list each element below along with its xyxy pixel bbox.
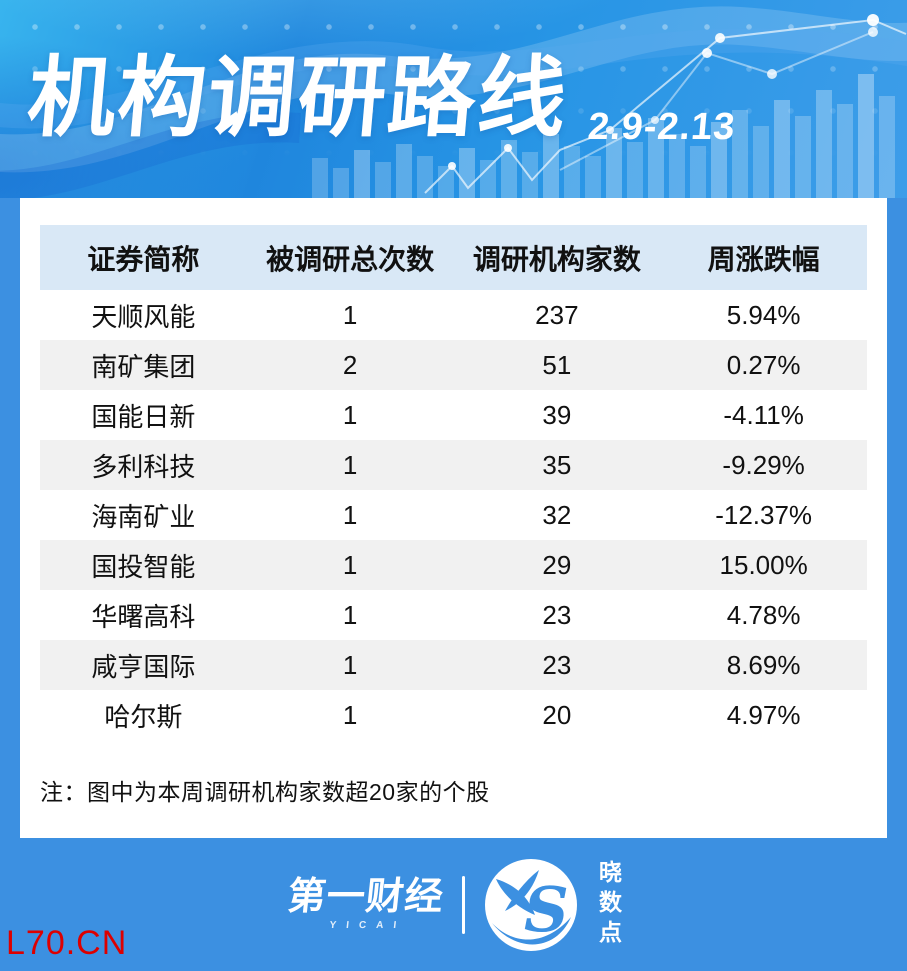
institution-count: 32	[542, 499, 572, 530]
dots-pattern	[0, 0, 907, 160]
institution-count: 29	[542, 549, 572, 580]
institution-count: 237	[535, 299, 579, 330]
weekly-change: -9.29%	[722, 449, 805, 480]
institution-count: 35	[542, 449, 572, 480]
stock-name: 国能日新	[91, 401, 196, 432]
xiaoshudian-icon: S	[484, 858, 577, 951]
stock-name: 南矿集团	[91, 351, 196, 382]
svg-text:S: S	[524, 873, 569, 946]
xiaoshudian-label: 晓数点	[595, 859, 622, 950]
watermark: L70.CN	[6, 924, 128, 962]
stock-name: 多利科技	[91, 451, 196, 482]
research-times: 1	[342, 299, 358, 330]
decor-line-chart	[424, 14, 907, 194]
table-row: 国能日新 1 39 -4.11%	[40, 390, 867, 440]
table-body: 天顺风能 1 237 5.94% 南矿集团 2 51 0.27% 国能日新 1 39 -4.11% 多利…	[40, 290, 867, 740]
table-row: 咸亨国际 1 23 8.69%	[40, 640, 867, 690]
table-row: 哈尔斯 1 20 4.97%	[40, 690, 867, 740]
research-table: 证券简称 被调研总次数 调研机构家数 周涨跌幅 天顺风能 1 237 5.94% 南矿集…	[40, 225, 867, 740]
footer: 第一财经 YICAI S 晓数点	[0, 838, 907, 971]
table-row: 天顺风能 1 237 5.94%	[40, 290, 867, 340]
decor-chart	[0, 6, 907, 198]
weekly-change: -12.37%	[715, 499, 813, 530]
stock-name: 哈尔斯	[104, 701, 183, 732]
institution-count: 20	[542, 699, 572, 730]
institution-count: 23	[542, 599, 572, 630]
table-row: 海南矿业 1 32 -12.37%	[40, 490, 867, 540]
institution-count: 39	[542, 399, 572, 430]
research-times: 1	[342, 649, 358, 680]
table-row: 多利科技 1 35 -9.29%	[40, 440, 867, 490]
stock-name: 咸亨国际	[91, 651, 196, 682]
institution-count: 51	[542, 349, 572, 380]
weekly-change: 4.78%	[726, 599, 801, 630]
table-card: 证券简称 被调研总次数 调研机构家数 周涨跌幅 天顺风能 1 237 5.94% 南矿集…	[20, 198, 887, 838]
column-stock-name: 证券简称	[40, 225, 247, 290]
research-times: 1	[342, 549, 358, 580]
page-title: 机构调研路线	[23, 48, 573, 147]
research-times: 2	[342, 349, 358, 380]
stock-name: 华曙高科	[91, 601, 196, 632]
weekly-change: 4.97%	[726, 699, 801, 730]
stock-name: 国投智能	[91, 551, 196, 582]
weekly-change: 15.00%	[719, 549, 808, 580]
date-range: 2.9-2.13	[586, 106, 738, 148]
weekly-change: 5.94%	[726, 299, 801, 330]
research-times: 1	[342, 449, 358, 480]
weekly-change: 0.27%	[726, 349, 801, 380]
yicai-logo: 第一财经 YICAI	[285, 876, 447, 931]
table-header-row: 证券简称 被调研总次数 调研机构家数 周涨跌幅	[40, 225, 867, 290]
logo-divider	[461, 875, 465, 934]
banner: 机构调研路线 2.9-2.13	[0, 0, 907, 198]
weekly-change: 8.69%	[726, 649, 801, 680]
research-times: 1	[342, 699, 358, 730]
footnote: 注：图中为本周调研机构家数超20家的个股	[40, 779, 490, 805]
institution-count: 23	[542, 649, 572, 680]
research-times: 1	[342, 399, 358, 430]
yicai-logo-subtext: YICAI	[329, 920, 408, 931]
column-institution-count: 调研机构家数	[453, 225, 661, 290]
table-header: 证券简称 被调研总次数 调研机构家数 周涨跌幅	[40, 225, 867, 290]
table-row: 国投智能 1 29 15.00%	[40, 540, 867, 590]
column-research-times: 被调研总次数	[246, 225, 454, 290]
research-times: 1	[342, 599, 358, 630]
weekly-change: -4.11%	[723, 399, 804, 430]
stock-name: 海南矿业	[91, 501, 196, 532]
research-times: 1	[342, 499, 358, 530]
table-row: 华曙高科 1 23 4.78%	[40, 590, 867, 640]
decor-bar-chart	[312, 74, 895, 198]
stock-name: 天顺风能	[91, 301, 196, 332]
yicai-logo-text: 第一财经	[286, 876, 447, 918]
table-row: 南矿集团 2 51 0.27%	[40, 340, 867, 390]
column-weekly-change: 周涨跌幅	[660, 225, 867, 290]
